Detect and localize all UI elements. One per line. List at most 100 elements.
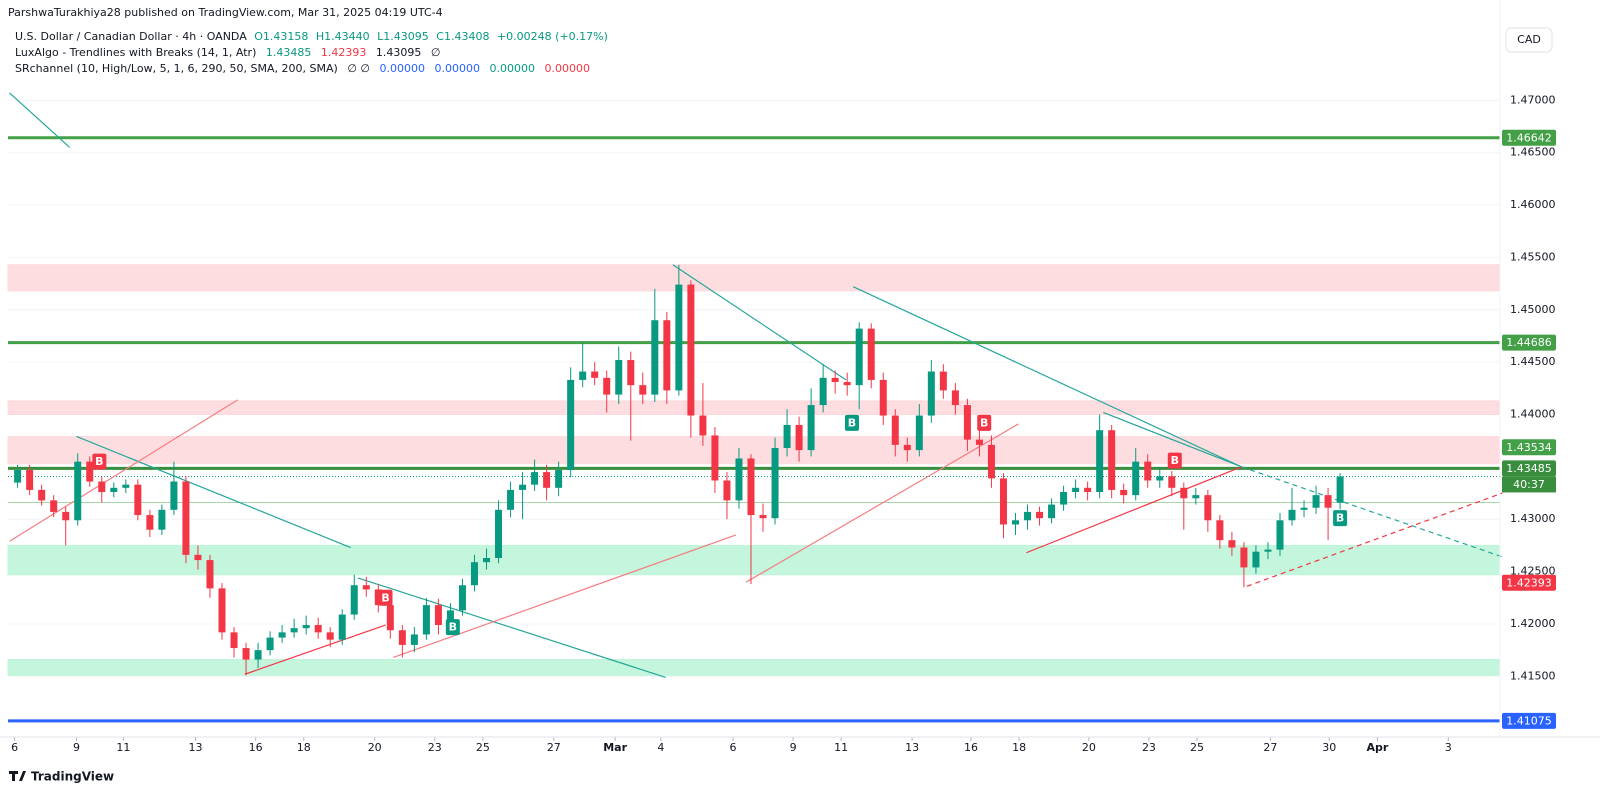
price-badge (1502, 439, 1556, 456)
x-tick-label: 6 (11, 741, 18, 754)
candle-body (807, 405, 815, 451)
x-tick-label: 13 (189, 741, 203, 754)
candle-body (1144, 461, 1152, 481)
signal-badge (844, 414, 859, 431)
y-tick-label: 1.47000 (1510, 93, 1556, 106)
candle-body (555, 470, 563, 488)
candle-body (831, 377, 839, 383)
signal-badge (92, 453, 107, 470)
price-badge (1502, 712, 1556, 729)
ohlc-close: C1.43408 (436, 30, 489, 43)
candle-body (963, 405, 971, 440)
candle-body (891, 415, 899, 445)
candle-body (495, 509, 503, 558)
candle-body (1108, 430, 1116, 490)
indicator-value: ∅ (431, 46, 441, 59)
price-badge-label: 1.44686 (1506, 336, 1552, 349)
candle-body (1264, 549, 1272, 552)
trendline (1026, 466, 1242, 554)
x-tick-label: 11 (116, 741, 130, 754)
price-badge-label: 1.46642 (1506, 131, 1552, 144)
candle-body (134, 484, 142, 516)
signal-label: B (848, 416, 856, 429)
candle-body (266, 637, 274, 651)
candle-body (374, 589, 382, 606)
signal-badge (977, 414, 992, 431)
candle-body (975, 439, 983, 445)
candle-body (531, 472, 539, 485)
trendline (357, 577, 666, 678)
currency-label[interactable]: CAD (1517, 33, 1541, 46)
indicator-value: 0.00000 (434, 62, 480, 75)
candle-body (1252, 551, 1260, 568)
trendline (244, 624, 386, 675)
candle-body (110, 487, 118, 493)
candle-body (771, 448, 779, 519)
x-tick-label: 23 (1142, 741, 1156, 754)
signal-label: B (980, 416, 988, 429)
candle-body (158, 509, 166, 530)
signal-badge (1333, 510, 1348, 527)
signal-label: B (1171, 454, 1179, 467)
x-tick-label: 18 (297, 741, 311, 754)
trendline (745, 423, 1019, 583)
candle-body (939, 371, 947, 391)
candle-body (1072, 487, 1080, 493)
x-tick-label: 30 (1322, 741, 1336, 754)
candle-body (915, 415, 923, 451)
candle-body (951, 390, 959, 406)
x-tick-label: 9 (73, 741, 80, 754)
trendline (393, 534, 737, 659)
logo-text: TradingView (31, 770, 114, 784)
trendline (9, 92, 71, 148)
symbol-line: U.S. Dollar / Canadian Dollar · 4h · OAN… (15, 30, 608, 43)
candle-body (579, 371, 587, 380)
indicator-value: ∅ ∅ (347, 62, 370, 75)
indicator-value: 1.43095 (376, 46, 422, 59)
candle-body (230, 632, 238, 649)
x-tick-label: 27 (547, 741, 561, 754)
candle-body (1300, 507, 1308, 510)
candle-body (711, 435, 719, 481)
logo-icon (9, 771, 26, 781)
candle-body (867, 328, 875, 380)
candle-body (1060, 492, 1068, 505)
candle-body (723, 480, 731, 501)
price-badge (1502, 129, 1556, 146)
candle-body (1288, 509, 1296, 521)
candle-body (446, 610, 454, 626)
candle-body (206, 560, 214, 589)
candle-body (519, 484, 527, 490)
price-badge (1502, 460, 1556, 477)
indicator-value: 0.00000 (379, 62, 425, 75)
trendline (9, 399, 238, 542)
candle-body (675, 284, 683, 391)
candle-body (26, 470, 34, 490)
y-tick-label: 1.41500 (1510, 669, 1556, 682)
candle-body (759, 515, 767, 519)
candle-body (458, 585, 466, 611)
candle-body (543, 472, 551, 488)
candle-body (591, 371, 599, 378)
candle-body (170, 481, 178, 510)
y-tick-label: 1.46500 (1510, 146, 1556, 159)
logo: TradingView (9, 770, 114, 784)
candle-body (50, 500, 58, 512)
candle-body (14, 470, 22, 483)
signal-label: B (449, 621, 457, 634)
currency-button-frame[interactable] (1505, 27, 1553, 53)
candle-body (819, 377, 827, 406)
candle-body (410, 634, 418, 645)
ohlc-low: L1.43095 (377, 30, 429, 43)
trendline (1103, 411, 1242, 468)
price-badge (1502, 334, 1556, 351)
candle-body (1011, 520, 1019, 525)
marks-layer (9, 92, 1503, 678)
candle-body (663, 320, 671, 391)
candle-body (843, 382, 851, 386)
currency-button[interactable]: CAD (1505, 27, 1553, 53)
candle-body (254, 650, 262, 660)
y-tick-label: 1.42000 (1510, 617, 1556, 630)
x-tick-label: 3 (1445, 741, 1452, 754)
